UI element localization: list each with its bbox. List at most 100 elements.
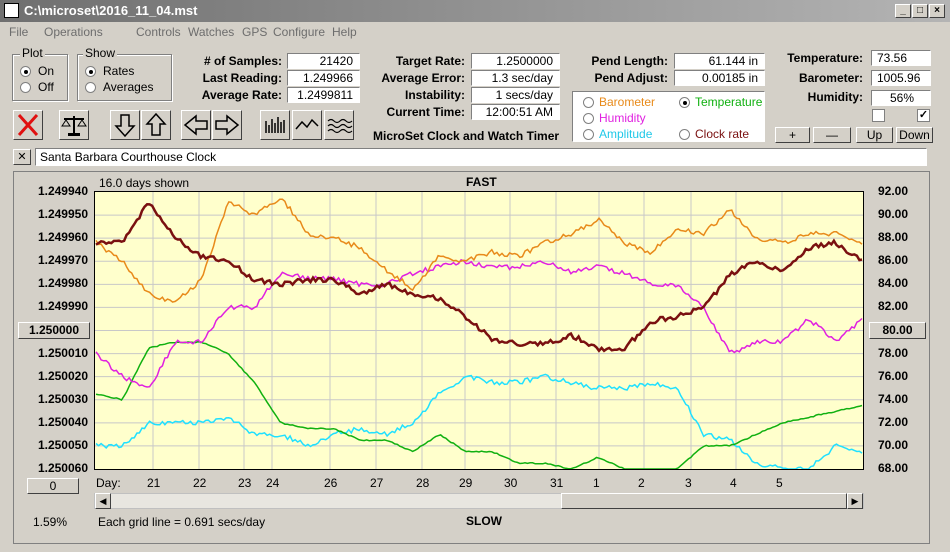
temperature-env-field: 73.56 — [871, 50, 931, 66]
bars-icon — [265, 117, 285, 133]
bar-view-button[interactable] — [260, 110, 290, 140]
amplitude-radio[interactable] — [583, 129, 594, 140]
right-center-button[interactable]: 80.00 — [869, 322, 926, 339]
temperature-env-label: Temperature: — [787, 51, 863, 65]
line-view-button[interactable] — [292, 110, 322, 140]
clock-rate-label: Clock rate — [695, 127, 750, 141]
pend-length-label: Pend Length: — [591, 54, 668, 68]
pend-adjust-label: Pend Adjust: — [594, 71, 668, 85]
series-line-amplitude — [95, 373, 863, 469]
right-tick-label: 78.00 — [877, 345, 908, 360]
maximize-button[interactable]: □ — [912, 4, 928, 18]
average-rate-field: 1.2499811 — [287, 87, 360, 103]
temperature-radio[interactable] — [679, 97, 690, 108]
show-averages-label: Averages — [103, 80, 154, 94]
plot-off-radio[interactable] — [20, 82, 31, 93]
average-error-label: Average Error: — [381, 71, 465, 85]
left-center-button[interactable]: 1.250000 — [18, 322, 90, 339]
x-tick-label: 22 — [193, 476, 207, 490]
left-tick-label: 1.250020 — [37, 368, 88, 383]
arrow-left-icon — [183, 114, 208, 136]
x-tick-label: 30 — [504, 476, 518, 490]
app-name: MicroSet Clock and Watch Timer — [373, 129, 560, 143]
average-rate-label: Average Rate: — [201, 88, 282, 102]
days-shown-label: 16.0 days shown — [99, 176, 190, 190]
minimize-button[interactable]: _ — [895, 4, 911, 18]
smooth-view-button[interactable] — [324, 110, 354, 140]
clock-name-input[interactable]: Santa Barbara Courthouse Clock — [35, 148, 927, 166]
clear-button[interactable] — [13, 110, 43, 140]
up-button[interactable]: Up — [856, 127, 893, 143]
plot-off-label: Off — [38, 80, 54, 94]
show-group — [77, 54, 172, 101]
samples-field: 21420 — [287, 53, 360, 69]
clock-rate-radio[interactable] — [679, 129, 690, 140]
barometer-radio[interactable] — [583, 97, 594, 108]
zero-button[interactable]: 0 — [27, 478, 79, 494]
plot-on-label: On — [38, 64, 55, 78]
x-tick-label: 4 — [730, 476, 737, 490]
plot-group-title: Plot — [20, 46, 45, 60]
menu-gps[interactable]: GPS — [242, 25, 268, 39]
minus-button[interactable]: — — [813, 127, 851, 143]
slow-label: SLOW — [466, 514, 502, 528]
left-tick-label: 1.250050 — [37, 437, 88, 452]
wave-icon — [295, 118, 319, 130]
plot-area — [94, 191, 864, 470]
last-reading-field: 1.249966 — [287, 70, 360, 86]
menu-help[interactable]: Help — [332, 25, 357, 39]
app-icon — [4, 3, 19, 18]
plot-on-radio[interactable] — [20, 66, 31, 77]
clear-name-button[interactable]: ✕ — [13, 149, 31, 165]
right-tick-label: 90.00 — [877, 207, 908, 222]
x-tick-label: 23 — [238, 476, 252, 490]
menu-operations[interactable]: Operations — [44, 25, 103, 39]
show-rates-radio[interactable] — [85, 66, 96, 77]
close-button[interactable]: × — [929, 4, 945, 18]
right-tick-label: 72.00 — [877, 414, 908, 429]
horizontal-scrollbar[interactable]: ◀ ▶ — [94, 493, 864, 509]
left-tick-label: 1.249960 — [37, 230, 88, 245]
up-arrow-button[interactable] — [141, 110, 171, 140]
scroll-left-button[interactable]: ◀ — [95, 493, 111, 509]
series-line-clock-rate — [95, 203, 863, 353]
down-button[interactable]: Down — [896, 127, 933, 143]
right-tick-label: 84.00 — [877, 276, 908, 291]
target-rate-label: Target Rate: — [395, 54, 465, 68]
right-tick-label: 70.00 — [877, 437, 908, 452]
plus-button[interactable]: + — [775, 127, 810, 143]
x-tick-label: 5 — [776, 476, 783, 490]
option-checkbox-1[interactable] — [872, 109, 885, 122]
menu-watches[interactable]: Watches — [188, 25, 235, 39]
percent-label: 1.59% — [33, 515, 68, 529]
x-tick-label: 29 — [459, 476, 473, 490]
humidity-radio[interactable] — [583, 113, 594, 124]
left-tick-label: 1.250040 — [37, 414, 88, 429]
average-error-field: 1.3 sec/day — [471, 70, 560, 86]
option-checkbox-2[interactable]: ✓ — [917, 109, 930, 122]
left-tick-label: 1.250010 — [37, 345, 88, 360]
menu-file[interactable]: File — [9, 25, 29, 39]
menu-controls[interactable]: Controls — [136, 25, 181, 39]
scroll-right-button[interactable]: ▶ — [847, 493, 863, 509]
temperature-label: Temperature — [695, 95, 763, 109]
barometer-env-label: Barometer: — [798, 71, 863, 85]
menu-configure[interactable]: Configure — [273, 25, 326, 39]
show-averages-radio[interactable] — [85, 82, 96, 93]
left-arrow-button[interactable] — [181, 110, 211, 140]
arrow-right-icon — [215, 114, 240, 136]
scale-icon — [61, 116, 87, 136]
left-tick-label: 1.250060 — [37, 461, 88, 475]
scroll-thumb[interactable] — [561, 493, 847, 509]
right-arrow-button[interactable] — [212, 110, 242, 140]
down-arrow-button[interactable] — [110, 110, 140, 140]
series-line-barometer — [95, 198, 863, 303]
balance-button[interactable] — [59, 110, 89, 140]
ripple-icon — [327, 118, 353, 134]
last-reading-label: Last Reading: — [202, 71, 282, 85]
left-tick-label: 1.249940 — [37, 184, 88, 198]
left-tick-label: 1.249980 — [37, 276, 88, 291]
x-tick-label: 2 — [638, 476, 645, 490]
right-tick-label: 86.00 — [877, 253, 908, 268]
right-tick-label: 92.00 — [877, 184, 908, 198]
